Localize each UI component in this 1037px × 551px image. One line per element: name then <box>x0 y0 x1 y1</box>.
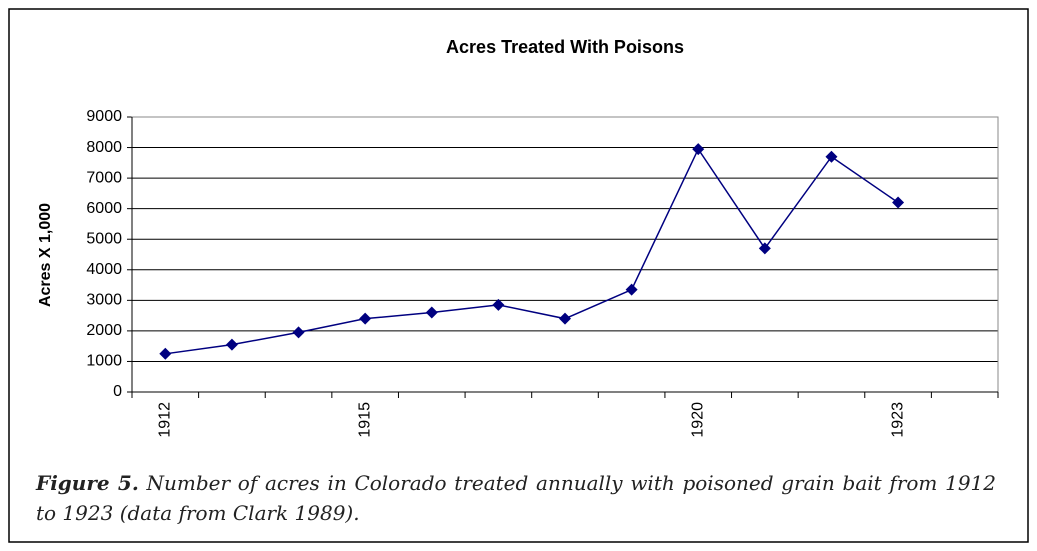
y-tick-label: 2000 <box>86 322 122 339</box>
data-point <box>425 306 438 319</box>
plot-area <box>131 116 999 393</box>
caption-label: Figure 5. <box>36 471 139 495</box>
chart-title: Acres Treated With Poisons <box>446 37 684 57</box>
caption: Figure 5. Number of acres in Colorado tr… <box>36 468 996 528</box>
y-tick-label: 7000 <box>86 169 122 186</box>
y-tick-label: 9000 <box>86 108 122 125</box>
x-tick-label: 1920 <box>689 402 706 438</box>
data-point <box>292 326 305 339</box>
y-tick-label: 6000 <box>86 200 122 217</box>
data-point <box>758 242 771 255</box>
y-tick-label: 8000 <box>86 139 122 156</box>
data-point <box>159 347 172 360</box>
y-axis-label: Acres X 1,000 <box>37 203 54 307</box>
data-point <box>692 143 705 156</box>
data-point <box>492 298 505 311</box>
x-tick-label: 1915 <box>356 402 373 438</box>
data-line <box>165 147 899 355</box>
frame <box>8 8 1029 543</box>
data-point <box>825 150 838 163</box>
x-tick-label: 1912 <box>157 402 174 438</box>
y-tick-label: 3000 <box>86 292 122 309</box>
y-tick-label: 4000 <box>86 261 122 278</box>
y-tick-label: 0 <box>113 383 122 400</box>
y-tick-label: 5000 <box>86 230 122 247</box>
data-point <box>559 312 571 325</box>
data-point <box>225 338 238 351</box>
data-point <box>892 196 905 209</box>
data-point <box>625 283 638 296</box>
y-tick-label: 1000 <box>86 353 122 370</box>
x-tick-label: 1923 <box>889 402 906 438</box>
caption-text: Number of acres in Colorado treated annu… <box>36 471 996 525</box>
data-point <box>359 312 372 325</box>
